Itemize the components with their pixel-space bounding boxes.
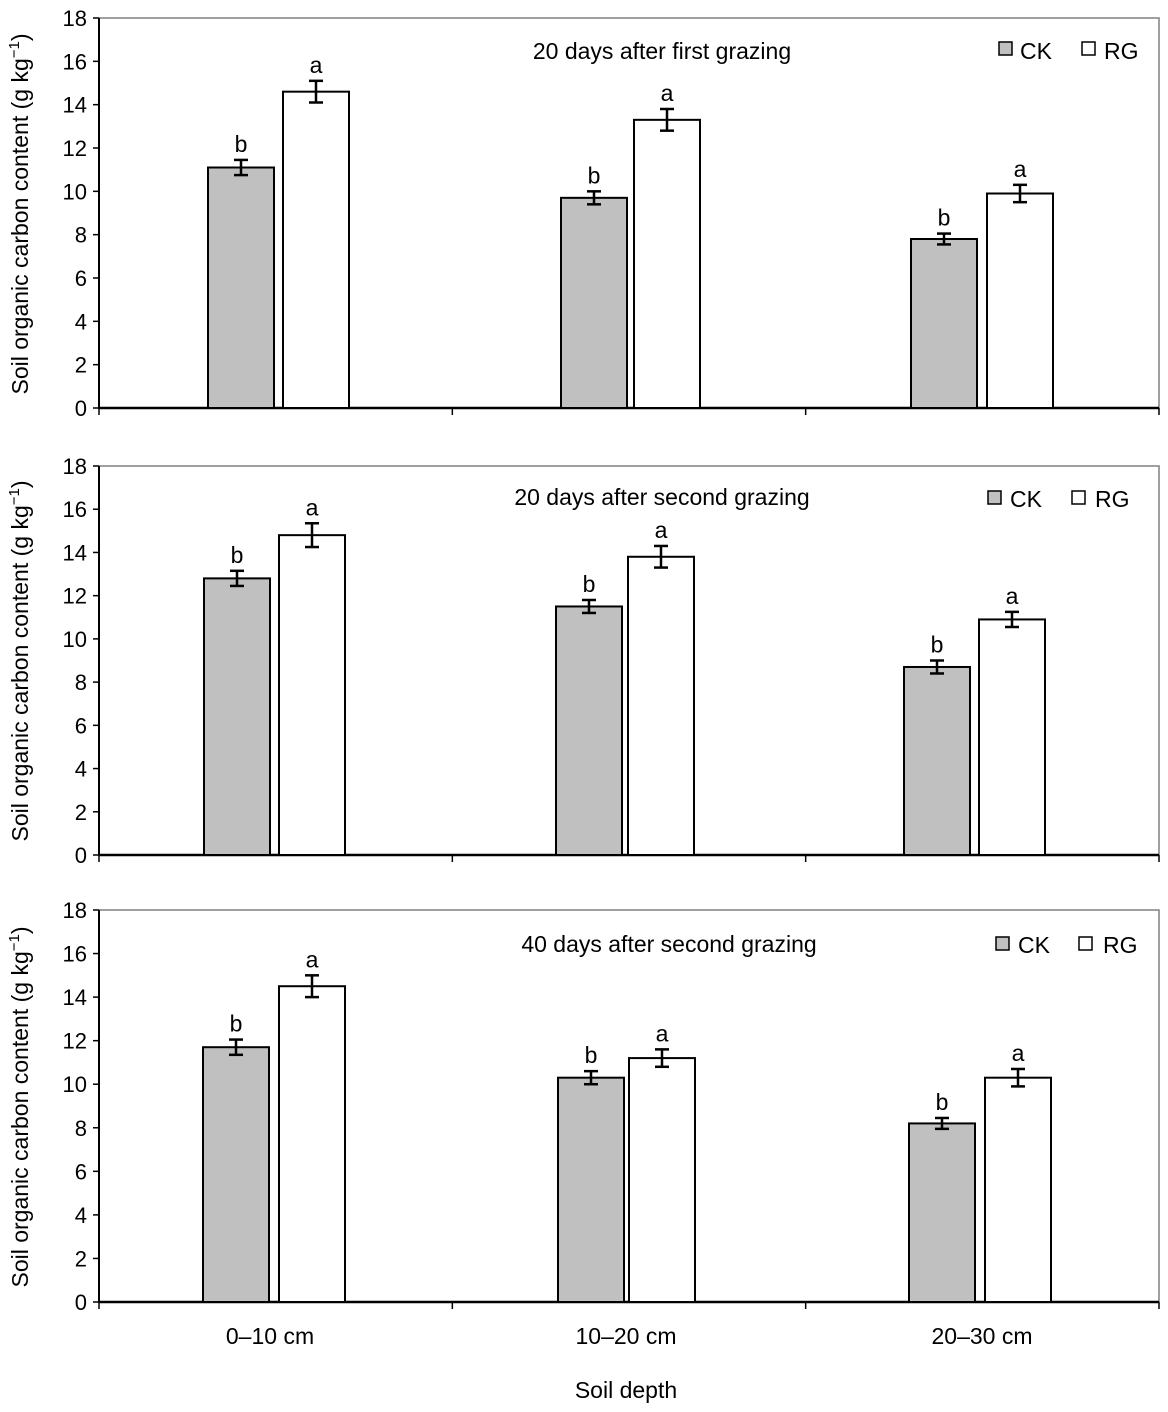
- panel-3-legend-swatch-ck: [995, 936, 1010, 951]
- panel-2-y-tick-label-10: 10: [63, 627, 87, 652]
- panel-3: Soil organic carbon content (g kg−1) 40 …: [6, 898, 1160, 1315]
- panel-1-bar-ck-1: [560, 196, 628, 409]
- panel-3-bar-ck-1: [557, 1076, 625, 1303]
- panel-1-y-tick-label-12: 12: [63, 136, 87, 161]
- x-category-label-20-30: 20–30 cm: [931, 1323, 1032, 1349]
- panel-2: Soil organic carbon content (g kg−1) 20 …: [6, 454, 1160, 868]
- panel-3-significance-letter-rg-2: a: [1012, 1040, 1025, 1066]
- panel-1-y-tick-label-2: 2: [75, 353, 87, 378]
- panel-1-significance-letter-ck-1: b: [588, 162, 601, 188]
- panel-2-y-tick-label-8: 8: [75, 670, 87, 695]
- panel-1-bar-ck-2: [910, 238, 978, 409]
- panel-3-significance-letter-ck-1: b: [585, 1042, 598, 1068]
- panel-2-legend-label-rg: RG: [1095, 486, 1130, 512]
- panel-3-plot-frame: [99, 909, 1160, 1302]
- panel-2-legend-swatch-ck: [987, 490, 1002, 505]
- panel-1-y-tick-label-18: 18: [63, 6, 87, 31]
- panel-2-y-tick-label-0: 0: [75, 843, 87, 868]
- panel-2-bar-rg-2: [978, 618, 1046, 857]
- panel-3-significance-letter-rg-1: a: [656, 1020, 669, 1046]
- panel-3-bar-rg-2: [984, 1076, 1052, 1303]
- x-axis-label: Soil depth: [575, 1377, 677, 1403]
- panel-3-y-tick-label-6: 6: [75, 1159, 87, 1184]
- panel-1-legend-swatch-rg: [1081, 41, 1096, 56]
- panel-3-significance-letter-ck-0: b: [230, 1011, 243, 1037]
- panel-3-y-tick-label-14: 14: [63, 985, 87, 1010]
- panel-3-y-tick-label-4: 4: [75, 1203, 87, 1228]
- panel-2-y-tick-label-16: 16: [63, 497, 87, 522]
- panel-3-y-tick-label-10: 10: [63, 1072, 87, 1097]
- panel-1-title: 20 days after first grazing: [533, 38, 791, 64]
- panel-1: Soil organic carbon content (g kg−1) 20 …: [6, 6, 1160, 421]
- panel-2-legend: CK RG: [987, 486, 1130, 512]
- panel-1-significance-letter-rg-1: a: [661, 80, 674, 106]
- panel-2-legend-swatch-rg: [1071, 490, 1086, 505]
- panel-2-significance-letter-ck-0: b: [231, 542, 244, 568]
- panel-2-title: 20 days after second grazing: [514, 484, 809, 510]
- panel-3-y-tick-label-8: 8: [75, 1116, 87, 1141]
- panel-3-y-tick-label-12: 12: [63, 1029, 87, 1054]
- x-category-label-0-10: 0–10 cm: [226, 1323, 314, 1349]
- panel-2-legend-label-ck: CK: [1010, 486, 1043, 512]
- panel-3-legend-label-ck: CK: [1018, 932, 1051, 958]
- panel-3-y-tick-label-18: 18: [63, 898, 87, 923]
- panel-3-legend-swatch-rg: [1078, 936, 1093, 951]
- panel-1-y-tick-label-10: 10: [63, 179, 87, 204]
- panel-1-bar-rg-0: [282, 90, 350, 410]
- panel-3-y-tick-label-16: 16: [63, 942, 87, 967]
- panel-1-y-tick-label-14: 14: [63, 93, 87, 118]
- panel-1-bar-rg-2: [986, 192, 1054, 409]
- panel-1-legend-swatch-ck: [998, 41, 1013, 56]
- panel-1-y-axis-label: Soil organic carbon content (g kg−1): [6, 33, 33, 394]
- panel-1-legend-label-rg: RG: [1104, 38, 1139, 64]
- panel-1-y-tick-label-16: 16: [63, 49, 87, 74]
- panel-2-y-tick-label-14: 14: [63, 540, 87, 565]
- panel-1-plot-frame: [99, 17, 1160, 408]
- panel-3-y-axis-label: Soil organic carbon content (g kg−1): [6, 926, 33, 1287]
- panel-3-bar-rg-1: [628, 1057, 696, 1303]
- panel-2-significance-letter-ck-1: b: [583, 571, 596, 597]
- x-category-label-10-20: 10–20 cm: [575, 1323, 676, 1349]
- panel-2-y-tick-label-12: 12: [63, 584, 87, 609]
- panel-2-y-tick-label-4: 4: [75, 757, 87, 782]
- panel-1-bar-ck-0: [207, 166, 275, 409]
- panel-2-significance-letter-ck-2: b: [931, 632, 944, 658]
- panel-1-legend-label-ck: CK: [1020, 38, 1053, 64]
- panel-1-significance-letter-ck-2: b: [938, 205, 951, 231]
- panel-1-significance-letter-rg-0: a: [310, 52, 323, 78]
- panel-2-y-tick-label-18: 18: [63, 454, 87, 479]
- panel-1-significance-letter-ck-0: b: [235, 131, 248, 157]
- panel-2-bar-ck-0: [203, 577, 271, 857]
- panel-3-bar-ck-2: [908, 1122, 976, 1304]
- panel-3-y-tick-label-0: 0: [75, 1290, 87, 1315]
- panel-2-bar-ck-1: [555, 605, 623, 856]
- panel-3-bar-rg-0: [278, 985, 346, 1303]
- panel-3-legend-label-rg: RG: [1103, 932, 1138, 958]
- panel-1-y-tick-label-8: 8: [75, 223, 87, 248]
- panel-2-y-tick-label-2: 2: [75, 800, 87, 825]
- panel-1-significance-letter-rg-2: a: [1014, 156, 1027, 182]
- panel-3-title: 40 days after second grazing: [521, 931, 816, 957]
- panel-2-y-tick-label-6: 6: [75, 713, 87, 738]
- panel-2-significance-letter-rg-2: a: [1006, 583, 1019, 609]
- panel-2-y-axis-label: Soil organic carbon content (g kg−1): [6, 480, 33, 841]
- panel-3-significance-letter-ck-2: b: [936, 1089, 949, 1115]
- panel-1-legend: CK RG: [998, 38, 1139, 64]
- panel-2-bar-ck-2: [903, 665, 971, 856]
- x-axis-category-labels: 0–10 cm 10–20 cm 20–30 cm: [226, 1323, 1033, 1349]
- panel-3-y-tick-label-2: 2: [75, 1246, 87, 1271]
- panel-2-significance-letter-rg-1: a: [655, 517, 668, 543]
- panel-3-significance-letter-rg-0: a: [306, 946, 319, 972]
- panel-1-y-tick-label-4: 4: [75, 309, 87, 334]
- panel-1-bar-rg-1: [633, 118, 701, 409]
- panel-1-y-tick-label-6: 6: [75, 266, 87, 291]
- panel-2-plot-frame: [99, 465, 1160, 855]
- panel-2-significance-letter-rg-0: a: [306, 494, 319, 520]
- panel-2-bar-rg-0: [278, 534, 346, 857]
- panel-1-y-tick-label-0: 0: [75, 396, 87, 421]
- panel-3-bar-ck-0: [202, 1046, 270, 1303]
- panel-3-legend: CK RG: [995, 932, 1138, 958]
- panel-2-bar-rg-1: [627, 555, 695, 856]
